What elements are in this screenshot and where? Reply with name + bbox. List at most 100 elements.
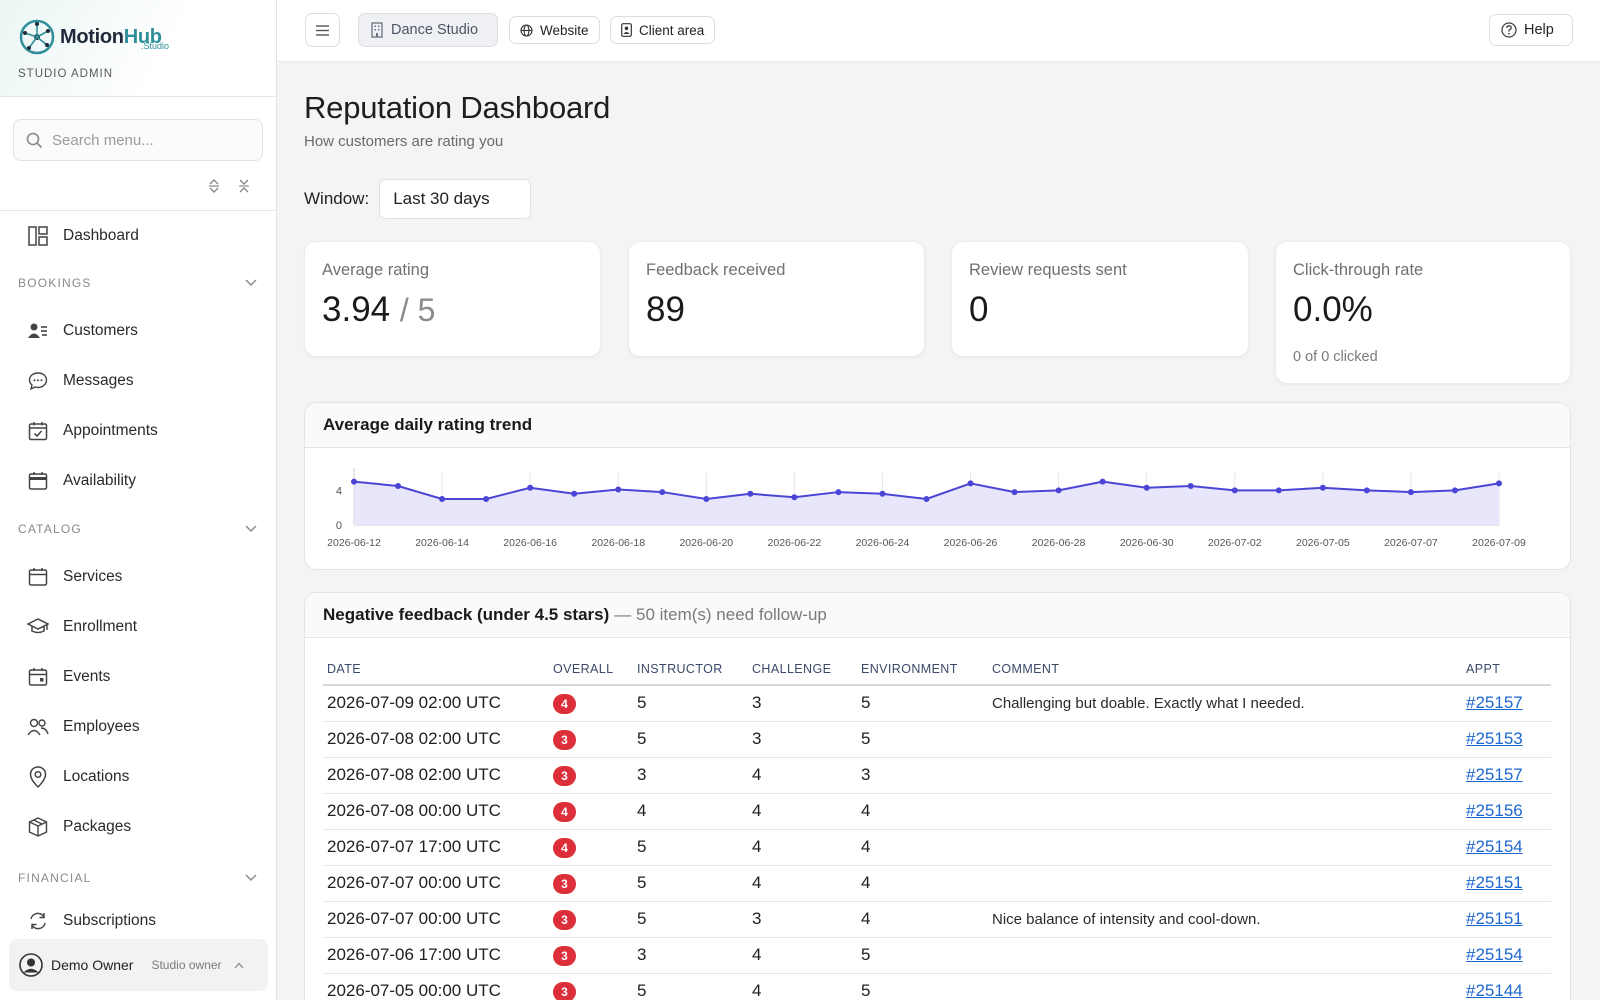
package-icon <box>27 816 49 838</box>
stat-label: Click-through rate <box>1293 261 1424 279</box>
cell-instructor: 5 <box>637 865 752 902</box>
cell-overall: 4 <box>553 829 637 866</box>
cell-environment: 4 <box>861 865 992 902</box>
events-icon <box>27 666 49 688</box>
client-area-label: Client area <box>639 22 705 38</box>
appointment-link[interactable]: #25157 <box>1466 765 1523 784</box>
cell-appt: #25151 <box>1466 865 1551 902</box>
cell-date: 2026-07-09 02:00 UTC <box>323 685 553 722</box>
sidebar-item-appointments[interactable]: Appointments <box>0 406 276 456</box>
logo-icon <box>19 19 55 55</box>
sidebar-item-subscriptions[interactable]: Subscriptions <box>0 896 276 946</box>
appointment-link[interactable]: #25156 <box>1466 801 1523 820</box>
user-menu[interactable]: Demo Owner Studio owner <box>9 939 268 991</box>
search-input[interactable] <box>52 131 252 149</box>
appointment-link[interactable]: #25144 <box>1466 981 1523 1000</box>
sidebar-item-label: Appointments <box>63 422 158 439</box>
sidebar-item-locations[interactable]: Locations <box>0 752 276 802</box>
trend-title: Average daily rating trend <box>323 415 533 434</box>
sidebar-item-dashboard[interactable]: Dashboard <box>0 211 276 260</box>
cell-environment: 4 <box>861 901 992 938</box>
sidebar-item-label: Services <box>63 568 123 585</box>
sidebar-item-events[interactable]: Events <box>0 652 276 702</box>
chevron-down-icon <box>245 279 257 287</box>
cell-challenge: 3 <box>752 721 861 758</box>
collapse-all-icon[interactable] <box>236 178 252 194</box>
cell-overall: 3 <box>553 865 637 902</box>
section-bookings[interactable]: BOOKINGS <box>0 260 276 306</box>
sidebar-item-availability[interactable]: Availability <box>0 456 276 506</box>
cell-overall: 4 <box>553 685 637 722</box>
messages-icon <box>27 370 49 392</box>
window-label: Window: <box>304 189 370 208</box>
sidebar-item-packages[interactable]: Packages <box>0 802 276 852</box>
cell-date: 2026-07-05 00:00 UTC <box>323 973 553 1000</box>
cell-environment: 4 <box>861 829 992 866</box>
x-tick-label: 2026-06-30 <box>1120 537 1174 549</box>
appointment-link[interactable]: #25153 <box>1466 729 1523 748</box>
table-row: 2026-07-08 02:00 UTC 3 5 3 5 #25153 <box>323 721 1551 758</box>
table-row: 2026-07-08 02:00 UTC 3 3 4 3 #25157 <box>323 757 1551 794</box>
sidebar-item-label: Events <box>63 668 111 685</box>
overall-badge: 4 <box>553 693 576 714</box>
sidebar-item-label: Messages <box>63 372 134 389</box>
appointment-link[interactable]: #25157 <box>1466 693 1523 713</box>
sidebar-nav: Dashboard BOOKINGS Customers Messages Ap… <box>0 211 276 946</box>
x-tick-label: 2026-07-09 <box>1472 537 1526 549</box>
data-point <box>747 490 754 497</box>
negative-feedback-header: Negative feedback (under 4.5 stars) — 50… <box>305 593 1570 638</box>
window-select[interactable]: Last 30 days <box>379 179 532 219</box>
brand-role: STUDIO ADMIN <box>18 68 114 80</box>
stat-value: 0 <box>969 290 989 329</box>
x-tick-label: 2026-07-02 <box>1208 537 1262 549</box>
section-catalog[interactable]: CATALOG <box>0 506 276 552</box>
sidebar-item-employees[interactable]: Employees <box>0 702 276 752</box>
studio-selector-button[interactable]: Dance Studio <box>358 13 498 47</box>
brand-sub: .Studio <box>141 41 170 51</box>
data-point <box>1099 478 1106 485</box>
website-button[interactable]: Website <box>509 16 600 44</box>
page-title: Reputation Dashboard <box>304 90 611 125</box>
menu-toggle-button[interactable] <box>305 13 340 47</box>
overall-badge: 3 <box>553 945 576 966</box>
cell-instructor: 5 <box>637 901 752 938</box>
sidebar-item-messages[interactable]: Messages <box>0 356 276 406</box>
search-box[interactable] <box>13 119 263 161</box>
table-row: 2026-07-06 17:00 UTC 3 3 4 5 #25154 <box>323 937 1551 974</box>
section-financial[interactable]: FINANCIAL <box>0 855 276 901</box>
table-row: 2026-07-08 00:00 UTC 4 4 4 4 #25156 <box>323 793 1551 830</box>
cell-overall: 3 <box>553 937 637 974</box>
overall-badge: 4 <box>553 801 576 822</box>
page-subtitle: How customers are rating you <box>304 133 504 150</box>
expand-all-icon[interactable] <box>206 178 222 194</box>
cell-environment: 5 <box>861 973 992 1000</box>
sidebar-item-enrollment[interactable]: Enrollment <box>0 602 276 652</box>
x-tick-label: 2026-06-16 <box>503 537 557 549</box>
stat-label: Feedback received <box>646 261 786 279</box>
cell-comment: Challenging but doable. Exactly what I n… <box>992 685 1466 722</box>
hamburger-icon <box>316 24 329 36</box>
cell-instructor: 5 <box>637 685 752 722</box>
data-point <box>1319 484 1326 491</box>
cell-overall: 3 <box>553 757 637 794</box>
data-point <box>1187 483 1194 489</box>
sidebar-item-label: Availability <box>63 472 136 489</box>
appointment-link[interactable]: #25154 <box>1466 945 1523 964</box>
section-title: FINANCIAL <box>18 871 92 885</box>
sidebar-item-services[interactable]: Services <box>0 552 276 602</box>
appointment-link[interactable]: #25151 <box>1466 909 1523 928</box>
data-point <box>571 490 578 497</box>
appointment-link[interactable]: #25151 <box>1466 873 1523 892</box>
data-point <box>967 480 974 487</box>
cell-comment <box>992 721 1466 758</box>
location-pin-icon <box>27 766 49 788</box>
data-point <box>1143 484 1150 491</box>
cell-date: 2026-07-07 00:00 UTC <box>323 865 553 902</box>
cell-instructor: 3 <box>637 757 752 794</box>
help-button[interactable]: Help <box>1489 14 1573 46</box>
client-area-button[interactable]: Client area <box>610 16 716 44</box>
sidebar-item-customers[interactable]: Customers <box>0 306 276 356</box>
cell-appt: #25156 <box>1466 793 1551 830</box>
appointment-link[interactable]: #25154 <box>1466 837 1523 856</box>
col-challenge: CHALLENGE <box>752 638 861 686</box>
